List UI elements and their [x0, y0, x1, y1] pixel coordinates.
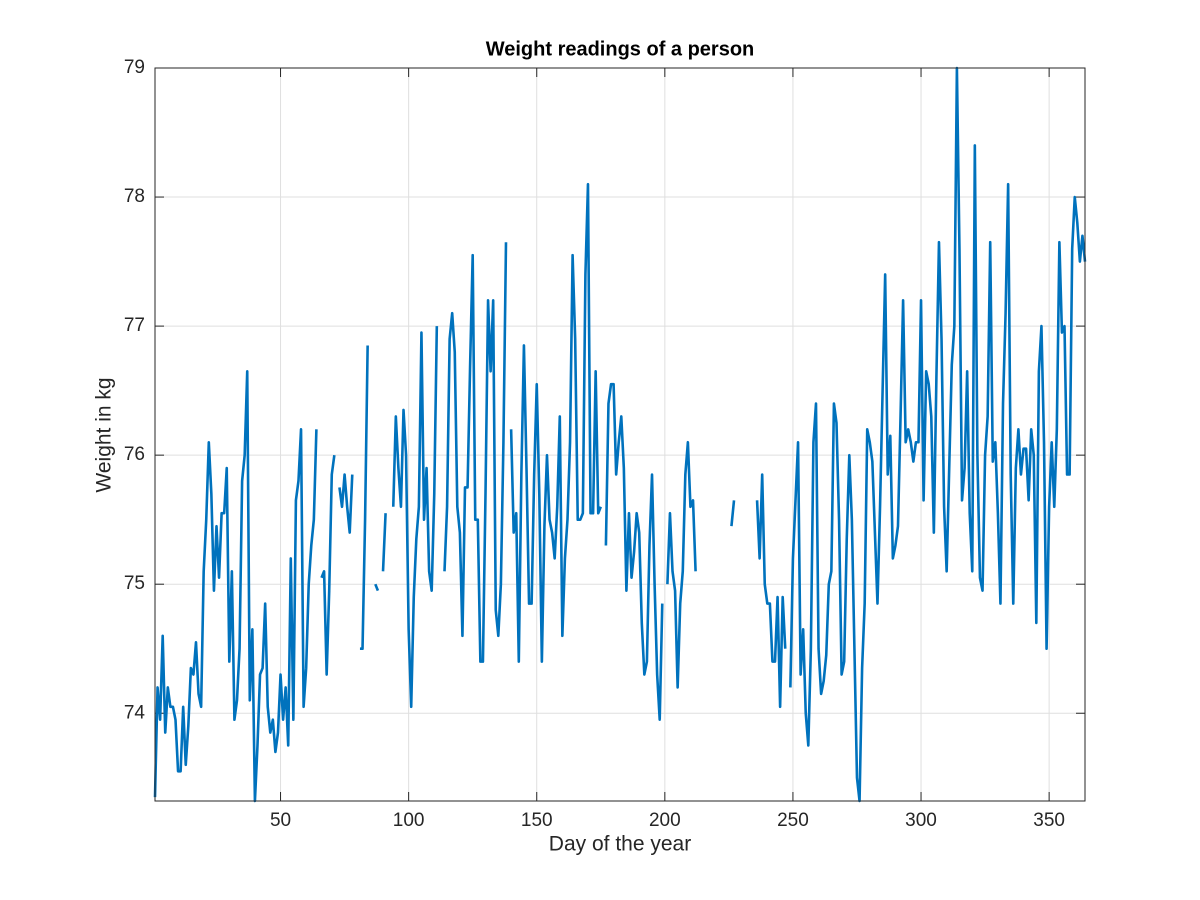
y-tick-label: 76 — [124, 444, 145, 465]
y-tick-label: 75 — [124, 573, 145, 594]
x-tick-label: 200 — [649, 810, 681, 831]
x-tick-label: 250 — [777, 810, 809, 831]
y-tick-label: 78 — [124, 186, 145, 207]
x-tick-label: 300 — [905, 810, 937, 831]
x-tick-label: 100 — [393, 810, 425, 831]
x-tick-label: 350 — [1033, 810, 1065, 831]
y-tick-label: 77 — [124, 315, 145, 336]
x-axis-label: Day of the year — [549, 833, 691, 856]
y-axis-label: Weight in kg — [93, 377, 116, 492]
data-line — [153, 66, 1087, 803]
chart-title: Weight readings of a person — [486, 38, 755, 60]
x-tick-label: 50 — [270, 810, 291, 831]
y-tick-label: 79 — [124, 57, 145, 78]
x-tick-label: 150 — [521, 810, 553, 831]
marks — [153, 66, 1087, 803]
y-tick-label: 74 — [124, 702, 146, 723]
axes-box — [154, 67, 1086, 802]
